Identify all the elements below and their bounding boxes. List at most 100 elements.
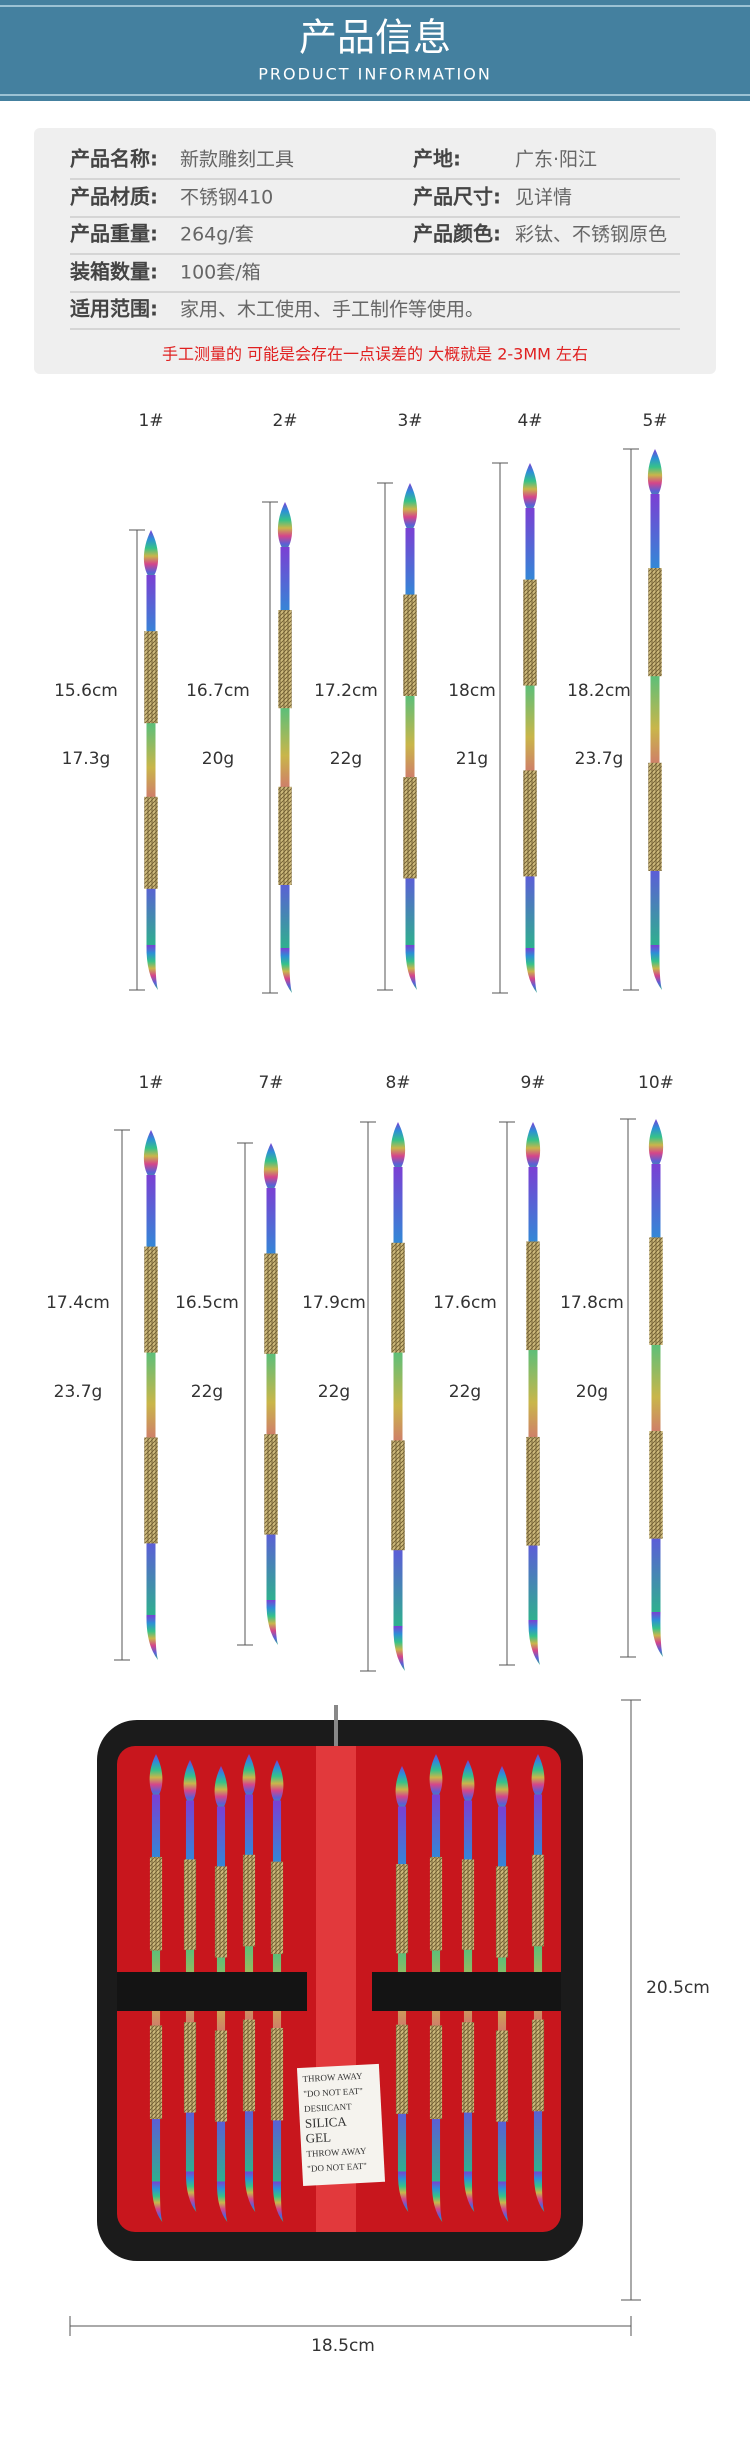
spec-value: 彩钛、不锈钢原色 <box>515 224 667 246</box>
tool-weight: 22g <box>318 1382 350 1402</box>
tool-tip <box>242 1754 256 1799</box>
tool-tip <box>531 1754 545 1799</box>
tool-label: 5# <box>642 411 667 431</box>
spec-label: 产品颜色: <box>413 222 501 246</box>
tool-tip <box>270 1760 284 1805</box>
tool-weight: 21g <box>456 749 488 769</box>
tool-grip <box>429 1856 443 1951</box>
tool-grip <box>214 2030 228 2122</box>
tool-tip <box>429 1754 443 1799</box>
spec-label: 产品尺寸: <box>413 185 501 209</box>
spec-value: 不锈钢410 <box>180 187 273 209</box>
spec-label: 产品名称: <box>70 147 158 171</box>
tool-tip <box>149 1754 163 1799</box>
tool-length: 17.6cm <box>433 1293 497 1313</box>
tool-grip <box>278 786 292 885</box>
tool-weight: 23.7g <box>54 1382 103 1402</box>
tool-label: 3# <box>397 411 422 431</box>
case-width: 18.5cm <box>311 2336 375 2356</box>
tool-point <box>650 945 662 990</box>
tool-grip <box>149 1856 163 1951</box>
tool-tip <box>143 530 159 580</box>
tool-weight: 22g <box>191 1382 223 1402</box>
tool-point <box>393 1626 405 1671</box>
spec-value: 新款雕刻工具 <box>180 149 294 171</box>
dimension-line <box>237 1142 253 1646</box>
tool-tip <box>143 1130 159 1180</box>
tool-length: 18.2cm <box>567 681 631 701</box>
tool-grip <box>649 1431 663 1539</box>
tool-label: 2# <box>272 411 297 431</box>
tool-grip <box>531 2019 545 2112</box>
tool-grip <box>183 1859 197 1950</box>
spec-value: 见详情 <box>515 187 572 209</box>
tool-grip <box>523 579 537 686</box>
tool-tip <box>263 1143 279 1193</box>
specs-box <box>34 128 716 374</box>
tool-point <box>528 1620 540 1665</box>
spec-value: 家用、木工使用、手工制作等使用。 <box>180 299 484 321</box>
tool-point <box>533 2171 545 2212</box>
spec-label: 产品材质: <box>70 185 158 209</box>
header-bg <box>0 0 750 101</box>
tool-point <box>497 2181 509 2222</box>
tool-tip <box>525 1122 541 1172</box>
tool-length: 17.8cm <box>560 1293 624 1313</box>
dimension-line <box>492 462 508 994</box>
tool-point <box>651 1612 663 1657</box>
tool-grip <box>403 777 417 879</box>
tool-grip <box>144 631 158 724</box>
dimension-line <box>621 1699 641 2301</box>
dimension-line <box>129 529 145 991</box>
tool-shaft <box>266 1188 276 1600</box>
tool-length: 17.2cm <box>314 681 378 701</box>
packet-text: SILICA <box>304 2114 347 2131</box>
tool-tip <box>277 502 293 552</box>
tool-tip <box>390 1122 406 1172</box>
elastic-band <box>117 1972 307 2011</box>
tool-length: 16.5cm <box>175 1293 239 1313</box>
tool-shaft <box>146 575 156 945</box>
packet-text: "DO NOT EAT" <box>303 2086 363 2099</box>
tool-label: 10# <box>638 1073 674 1093</box>
tool-point <box>397 2171 409 2212</box>
tool-point <box>185 2171 197 2212</box>
tool-label: 9# <box>520 1073 545 1093</box>
dimension-line <box>623 448 639 991</box>
tool-grip <box>648 762 662 871</box>
spec-value: 100套/箱 <box>180 262 261 284</box>
tool-shaft <box>146 1175 156 1615</box>
tool-tip <box>522 463 538 513</box>
tool-point <box>146 1615 158 1660</box>
tool-grip <box>461 2022 475 2113</box>
tool-grip <box>403 594 417 696</box>
tool-length: 16.7cm <box>186 681 250 701</box>
tool-shaft <box>525 508 535 948</box>
tool-weight: 23.7g <box>575 749 624 769</box>
desiccant-packet <box>296 2063 386 2187</box>
packet-text: "DO NOT EAT" <box>307 2161 367 2174</box>
tool-length: 17.4cm <box>46 1293 110 1313</box>
tool-shaft <box>405 528 415 945</box>
spec-label: 适用范围: <box>70 297 158 321</box>
tool-length: 18cm <box>448 681 496 701</box>
tool-tip <box>495 1766 509 1811</box>
tool-grip <box>395 2024 409 2114</box>
tool-point <box>244 2171 256 2212</box>
tool-grip <box>270 2027 284 2121</box>
tool-weight: 17.3g <box>62 749 111 769</box>
tool-point <box>216 2181 228 2222</box>
tool-length: 17.9cm <box>302 1293 366 1313</box>
tool-point <box>405 945 417 990</box>
tool-grip <box>183 2022 197 2113</box>
tool-weight: 20g <box>576 1382 608 1402</box>
tool-shaft <box>650 494 660 945</box>
spec-value: 广东·阳江 <box>515 149 597 171</box>
dimension-line <box>499 1121 515 1666</box>
tool-label: 7# <box>258 1073 283 1093</box>
tool-shaft <box>528 1167 538 1620</box>
tool-grip <box>523 770 537 877</box>
tool-tip <box>461 1760 475 1805</box>
tool-tip <box>183 1760 197 1805</box>
tool-tip <box>647 449 663 499</box>
